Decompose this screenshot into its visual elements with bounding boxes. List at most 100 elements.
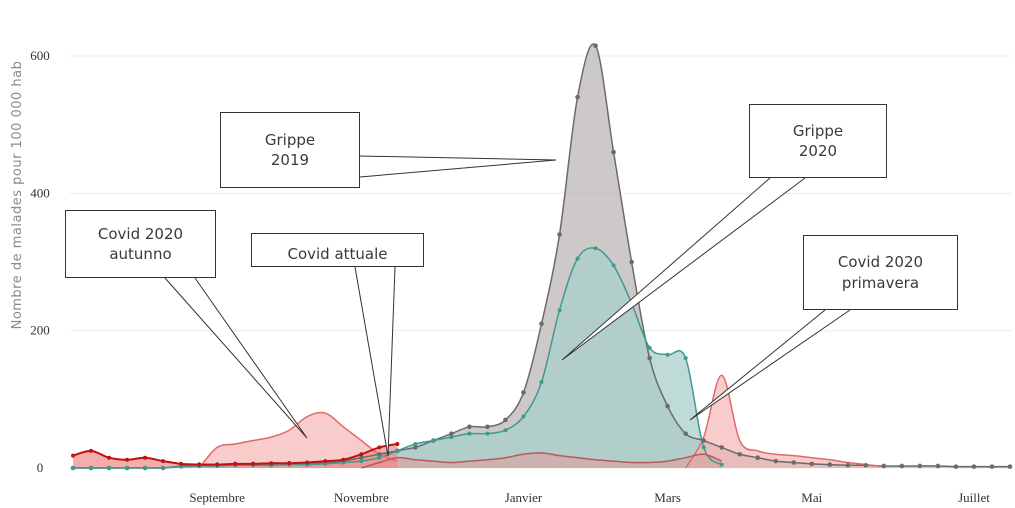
- callout-grippe-2019-text: Grippe 2019: [264, 130, 316, 169]
- x-tick-label-0: Septembre: [189, 490, 245, 505]
- series-1-point-23: [485, 431, 490, 436]
- series-4-point-13: [305, 460, 310, 465]
- series-0-point-16: [359, 455, 364, 461]
- series-0-point-24: [503, 417, 508, 423]
- series-0-point-43: [845, 462, 851, 468]
- callout-leaders: [164, 155, 851, 457]
- series-0-point-45: [881, 463, 887, 469]
- callout-covid-2020-autunno: Covid 2020 autunno: [65, 210, 216, 278]
- series-0-point-26: [539, 321, 544, 327]
- series-1-point-24: [503, 428, 508, 433]
- series-4-point-12: [287, 461, 292, 466]
- series-4-point-16: [359, 452, 364, 457]
- series-1-point-35: [701, 445, 706, 450]
- series-4-point-1: [89, 448, 94, 453]
- series-1-point-3: [125, 466, 130, 470]
- series-1-point-15: [341, 460, 346, 465]
- series-1-point-36: [719, 462, 724, 467]
- leader-covid-attuale: [354, 266, 396, 457]
- series-0-point-40: [791, 460, 797, 465]
- series-0-point-27: [557, 232, 562, 237]
- series-1-point-22: [467, 431, 472, 436]
- series-0-point-29: [593, 43, 598, 48]
- series-0-point-52: [1007, 464, 1013, 469]
- callout-grippe-2020-text: Grippe 2020: [792, 121, 844, 160]
- series-0-point-30: [611, 149, 616, 155]
- series-0-point-34: [683, 431, 688, 436]
- series-4-point-15: [341, 457, 346, 462]
- series-0-point-48: [935, 463, 941, 469]
- y-axis-ticks: 0 200 400 600: [30, 48, 50, 475]
- series-1-point-29: [593, 246, 598, 251]
- series-0-point-51: [989, 464, 995, 469]
- series-0-point-49: [953, 464, 959, 469]
- series-0-point-36: [719, 445, 724, 450]
- series-0-point-44: [863, 462, 869, 468]
- series-4-point-7: [197, 462, 202, 467]
- x-tick-label-1: Novembre: [334, 490, 389, 505]
- series-0-point-33: [665, 403, 670, 409]
- series-area-5: [361, 452, 722, 468]
- series-4-point-4: [143, 455, 148, 460]
- leader-covid-primavera: [689, 309, 851, 421]
- series-4-point-0: [71, 453, 75, 458]
- callout-grippe-2020: Grippe 2020: [749, 104, 887, 178]
- series-4-point-2: [107, 455, 112, 460]
- series-0-point-23: [485, 424, 490, 430]
- y-tick-label-0: 0: [37, 460, 44, 475]
- series-4-point-18: [395, 441, 400, 446]
- series-1-point-4: [143, 466, 148, 470]
- series-0-point-19: [413, 445, 418, 450]
- series-points: [70, 43, 1013, 471]
- series-0-point-46: [899, 463, 905, 469]
- series-1-point-6: [179, 464, 184, 469]
- series-1-point-0: [71, 466, 75, 470]
- callout-covid-2020-primavera-text: Covid 2020 primavera: [837, 253, 924, 292]
- series-1-point-2: [107, 466, 112, 470]
- series-0-point-25: [521, 390, 526, 395]
- series-1-point-14: [323, 461, 328, 466]
- series-4-point-10: [251, 461, 256, 466]
- series-0-point-50: [971, 464, 977, 469]
- series-4-point-8: [215, 462, 220, 467]
- series-1-point-33: [665, 352, 670, 357]
- series-0-point-39: [773, 458, 779, 464]
- series-4-point-17: [377, 445, 382, 450]
- x-tick-label-3: Mars: [654, 490, 681, 505]
- series-line-2: [685, 374, 884, 469]
- series-0-point-35: [701, 438, 706, 443]
- y-tick-label-1: 200: [30, 323, 50, 338]
- series-0-point-41: [809, 461, 815, 467]
- series-1-point-30: [611, 263, 616, 268]
- series-line-3: [198, 411, 398, 469]
- series-1-point-5: [161, 466, 166, 470]
- series-area-2: [685, 375, 884, 468]
- y-tick-label-2: 400: [30, 185, 50, 200]
- leader-covid-autunno: [164, 277, 308, 439]
- series-1-point-20: [431, 438, 436, 443]
- x-tick-label-5: Juillet: [958, 490, 990, 505]
- series-1-point-26: [539, 380, 544, 385]
- series-0-point-47: [917, 463, 923, 469]
- series-1-point-1: [89, 466, 94, 470]
- y-axis-label: Nombre de malades pour 100 000 hab: [10, 61, 25, 330]
- series-0-point-38: [755, 455, 761, 461]
- y-tick-label-3: 600: [30, 48, 50, 63]
- series-4-point-5: [161, 459, 166, 464]
- series-4-point-6: [179, 461, 184, 466]
- x-axis-ticks: Septembre Novembre Janvier Mars Mai Juillet: [189, 490, 990, 505]
- series-0-point-21: [449, 431, 454, 436]
- series-1-point-34: [683, 356, 688, 361]
- callout-covid-attuale: Covid attuale: [251, 233, 424, 267]
- series-0-point-42: [827, 462, 833, 467]
- series-0-point-31: [629, 259, 634, 265]
- series-0-point-37: [737, 451, 743, 457]
- series-1-point-21: [449, 435, 454, 440]
- series-1-point-27: [557, 308, 562, 313]
- series-0-point-32: [647, 355, 652, 361]
- x-tick-label-4: Mai: [801, 490, 822, 505]
- series-4-point-3: [125, 457, 130, 462]
- series-0-point-17: [377, 451, 382, 457]
- series-1-point-28: [575, 256, 580, 261]
- series-1-point-17: [377, 455, 382, 460]
